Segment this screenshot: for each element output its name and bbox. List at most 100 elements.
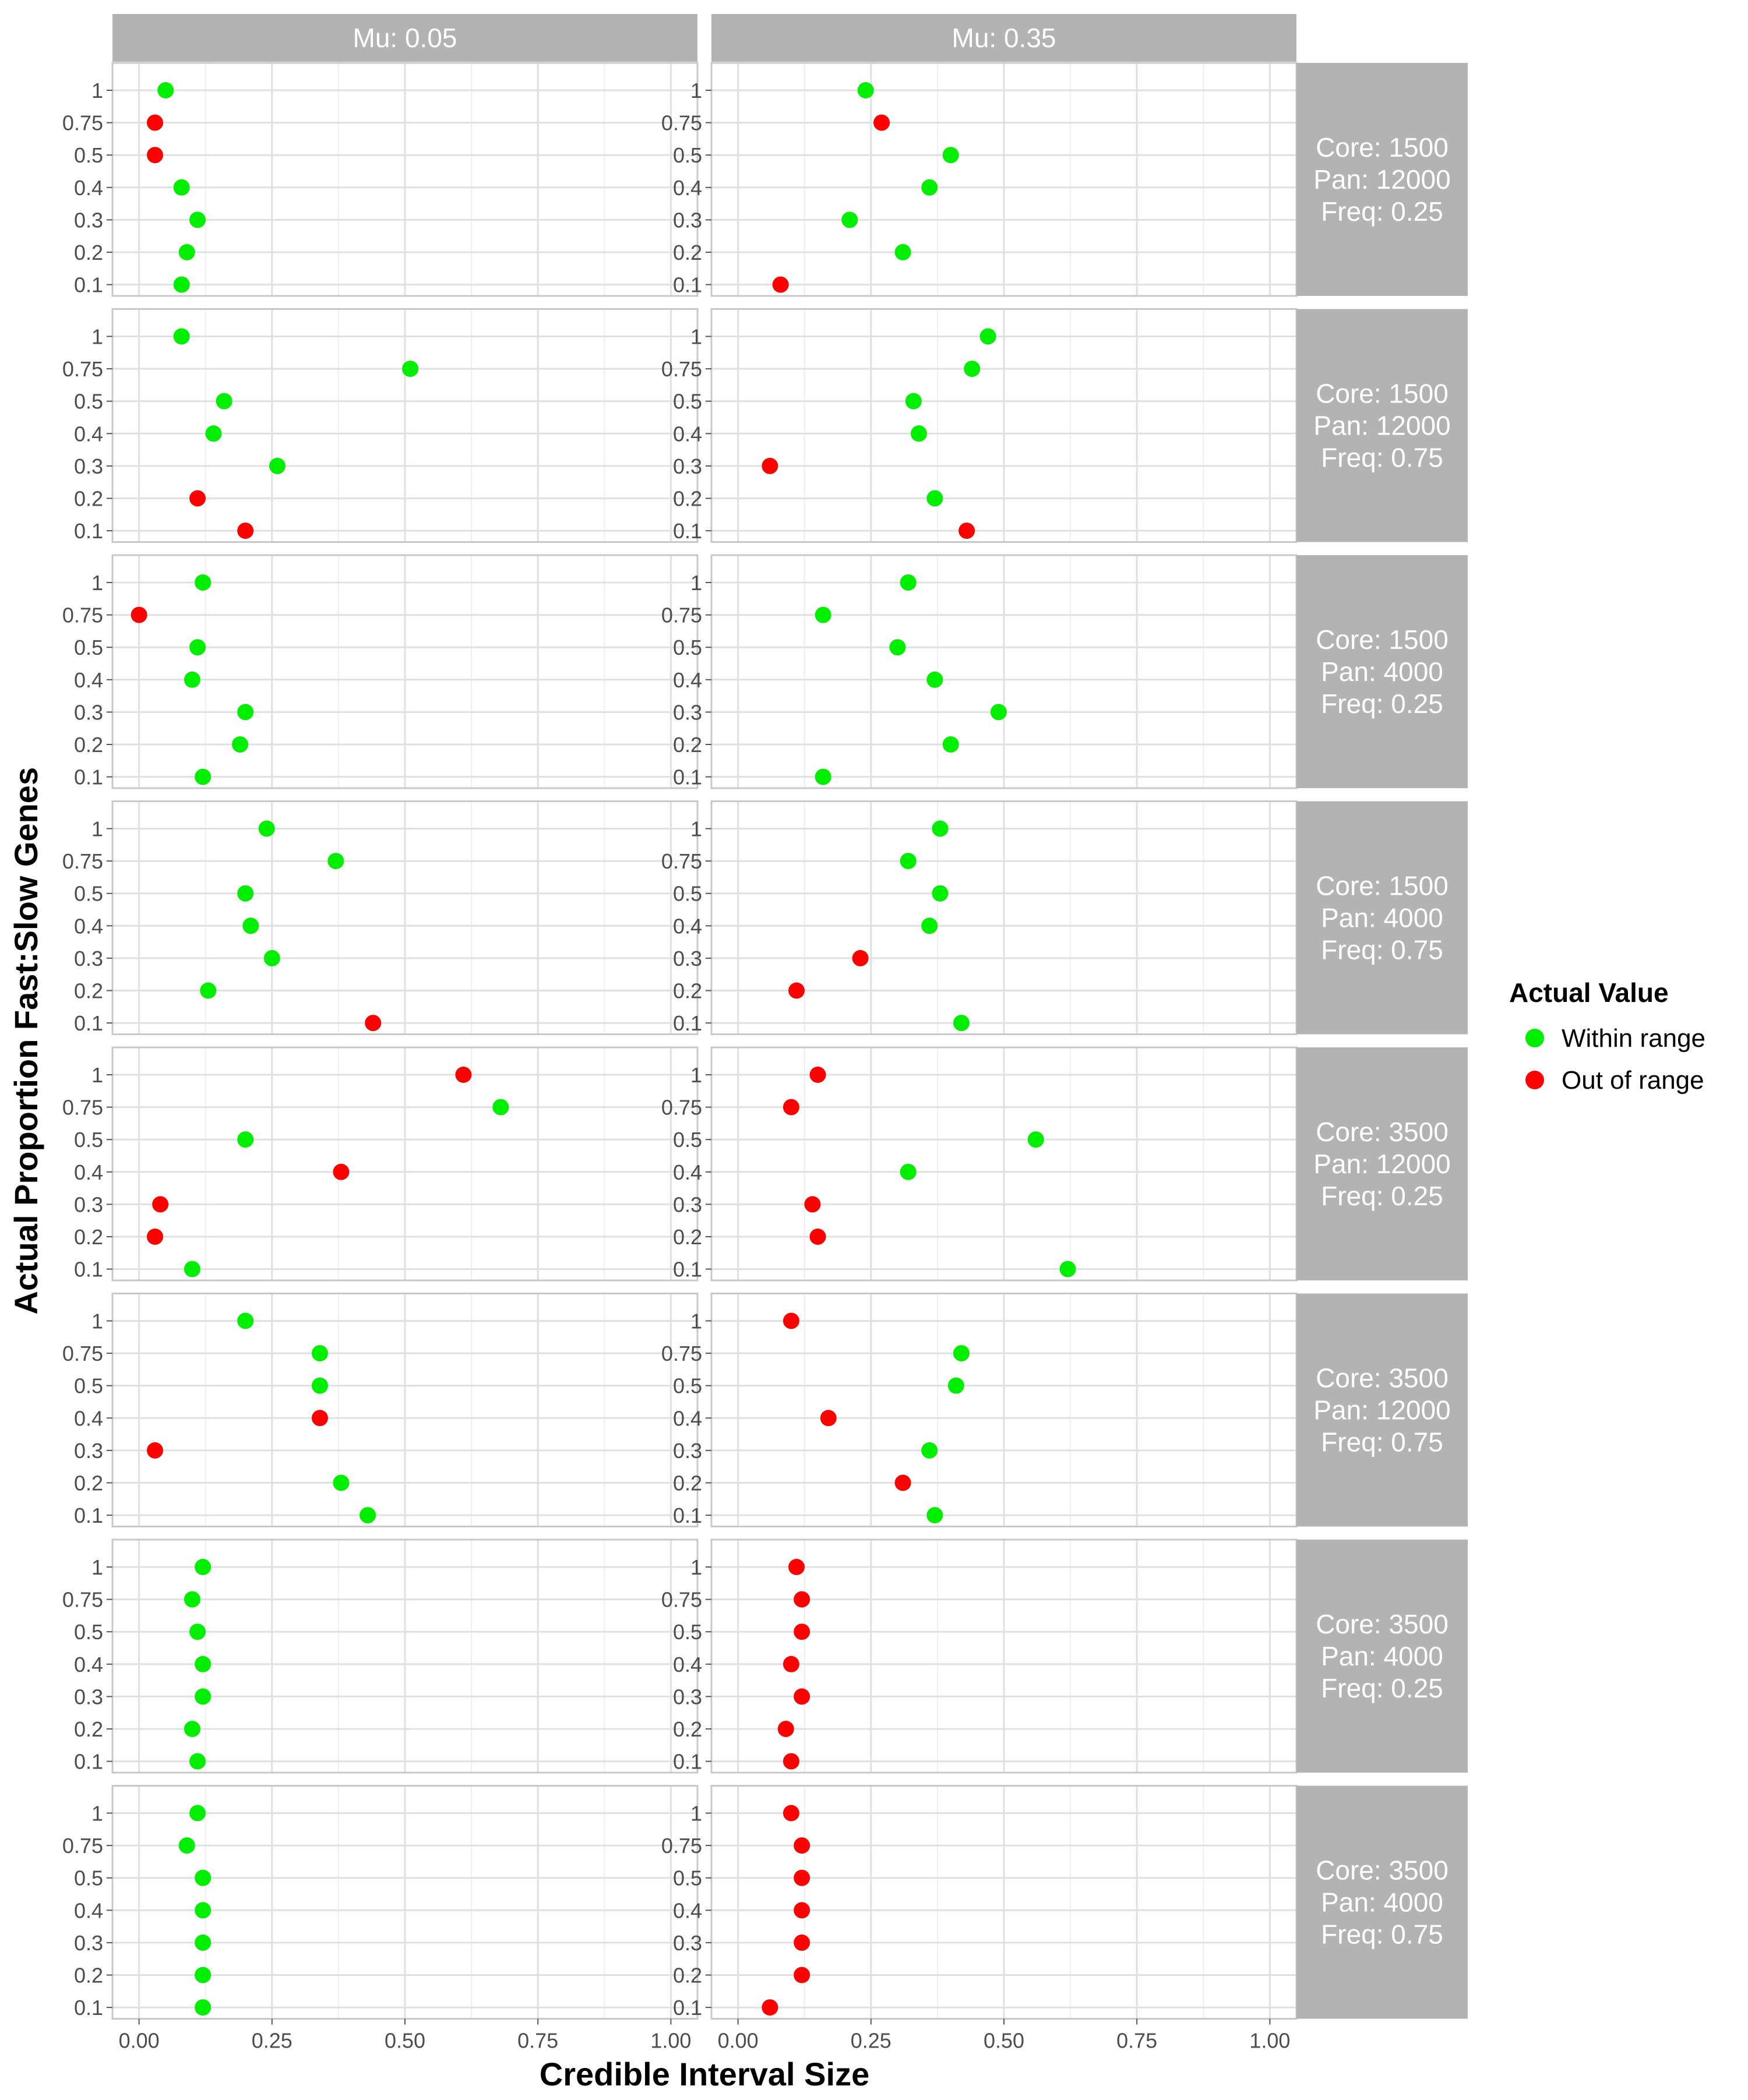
panel-border <box>111 1293 699 1527</box>
x-tick-label: 0.75 <box>1116 2029 1157 2053</box>
data-point <box>237 1312 254 1329</box>
y-tick-label: 0.75 <box>661 357 702 381</box>
y-tick-label: 0.3 <box>673 700 702 724</box>
data-point <box>147 1442 164 1459</box>
y-tick-label: 0.2 <box>673 1964 702 1988</box>
data-point <box>311 1410 328 1427</box>
data-point <box>809 1229 826 1245</box>
y-tick-label: 0.3 <box>74 700 103 724</box>
y-tick-label: 1 <box>91 79 103 103</box>
y-tick-label: 0.1 <box>74 1503 103 1527</box>
data-point <box>189 490 206 507</box>
y-tick-label: 0.1 <box>673 1011 702 1035</box>
data-point <box>942 147 959 164</box>
data-point <box>889 639 906 656</box>
y-tick-label: 0.75 <box>661 849 702 873</box>
data-point <box>195 1999 212 2016</box>
y-tick-label: 0.75 <box>62 603 103 627</box>
row-strip-label: Core: 3500 <box>1316 1117 1449 1147</box>
data-point <box>184 671 200 688</box>
panel-border <box>111 308 699 543</box>
row-strip-label: Core: 3500 <box>1316 1855 1449 1886</box>
data-point <box>189 1623 206 1640</box>
data-point <box>894 244 911 260</box>
y-tick-label: 1 <box>690 325 702 349</box>
data-point <box>455 1067 472 1083</box>
data-point <box>365 1015 382 1032</box>
y-tick-label: 0.5 <box>74 636 103 659</box>
data-point <box>311 1377 328 1394</box>
data-point <box>269 457 286 474</box>
y-tick-label: 0.2 <box>673 1225 702 1249</box>
y-tick-label: 0.2 <box>673 1471 702 1495</box>
row-strip-label: Pan: 12000 <box>1313 1395 1450 1425</box>
y-tick-label: 0.75 <box>62 1588 103 1612</box>
data-point <box>131 606 147 623</box>
data-point <box>173 328 190 345</box>
y-tick-label: 0.4 <box>74 1406 103 1430</box>
y-tick-label: 1 <box>690 1310 702 1333</box>
row-strip-label: Freq: 0.25 <box>1321 689 1443 719</box>
y-tick-label: 0.4 <box>74 668 103 692</box>
y-tick-label: 0.2 <box>673 487 702 511</box>
data-point <box>921 1442 938 1459</box>
y-tick-label: 0.3 <box>673 208 702 232</box>
data-point <box>815 606 831 623</box>
legend-label: Out of range <box>1562 1066 1704 1095</box>
data-point <box>841 211 858 228</box>
legend-title: Actual Value <box>1509 977 1669 1008</box>
y-tick-label: 0.75 <box>62 1834 103 1858</box>
y-tick-label: 0.75 <box>661 1834 702 1858</box>
x-tick-label: 0.50 <box>385 2029 425 2053</box>
y-tick-label: 0.1 <box>74 1996 103 2020</box>
y-tick-label: 0.1 <box>74 1750 103 1774</box>
x-tick-label: 0.75 <box>517 2029 558 2053</box>
data-point <box>195 574 212 591</box>
data-point <box>147 1229 164 1245</box>
data-point <box>783 1312 799 1329</box>
data-point <box>216 393 232 410</box>
data-point <box>195 1967 212 1983</box>
data-point <box>809 1067 826 1083</box>
y-tick-label: 1 <box>690 1555 702 1579</box>
row-strip <box>1296 309 1468 542</box>
row-strip-label: Pan: 4000 <box>1321 657 1443 687</box>
data-point <box>263 950 280 966</box>
row-strip-label: Pan: 4000 <box>1321 1641 1443 1671</box>
row-strip-label: Core: 3500 <box>1316 1363 1449 1393</box>
data-point <box>894 1474 911 1491</box>
y-tick-label: 0.75 <box>661 1588 702 1612</box>
data-point <box>1059 1261 1076 1277</box>
data-point <box>772 276 789 293</box>
y-tick-label: 1 <box>91 1555 103 1579</box>
data-point <box>794 1902 810 1919</box>
y-tick-label: 0.3 <box>74 454 103 478</box>
y-tick-label: 0.1 <box>74 1011 103 1035</box>
data-point <box>788 1559 805 1575</box>
y-tick-label: 0.75 <box>661 1096 702 1120</box>
x-tick-label: 1.00 <box>650 2029 691 2053</box>
x-tick-label: 0.25 <box>851 2029 891 2053</box>
data-point <box>990 704 1007 721</box>
y-tick-label: 0.3 <box>673 1192 702 1216</box>
y-tick-label: 0.5 <box>74 1128 103 1152</box>
data-point <box>932 885 949 902</box>
data-point <box>195 768 212 785</box>
y-tick-label: 0.4 <box>673 1653 702 1677</box>
row-strip <box>1296 555 1468 788</box>
data-point <box>964 361 981 377</box>
row-strip-label: Pan: 12000 <box>1313 411 1450 441</box>
data-point <box>147 147 164 164</box>
data-point <box>794 1688 810 1705</box>
row-strip-label: Freq: 0.75 <box>1321 1427 1443 1457</box>
data-point <box>762 457 778 474</box>
y-tick-label: 0.2 <box>673 241 702 264</box>
y-tick-label: 0.1 <box>673 273 702 297</box>
y-tick-label: 0.2 <box>74 1225 103 1249</box>
row-strip <box>1296 1540 1468 1773</box>
panel-border <box>111 62 699 297</box>
data-point <box>402 361 419 377</box>
data-point <box>195 1869 212 1886</box>
y-tick-label: 0.3 <box>673 454 702 478</box>
